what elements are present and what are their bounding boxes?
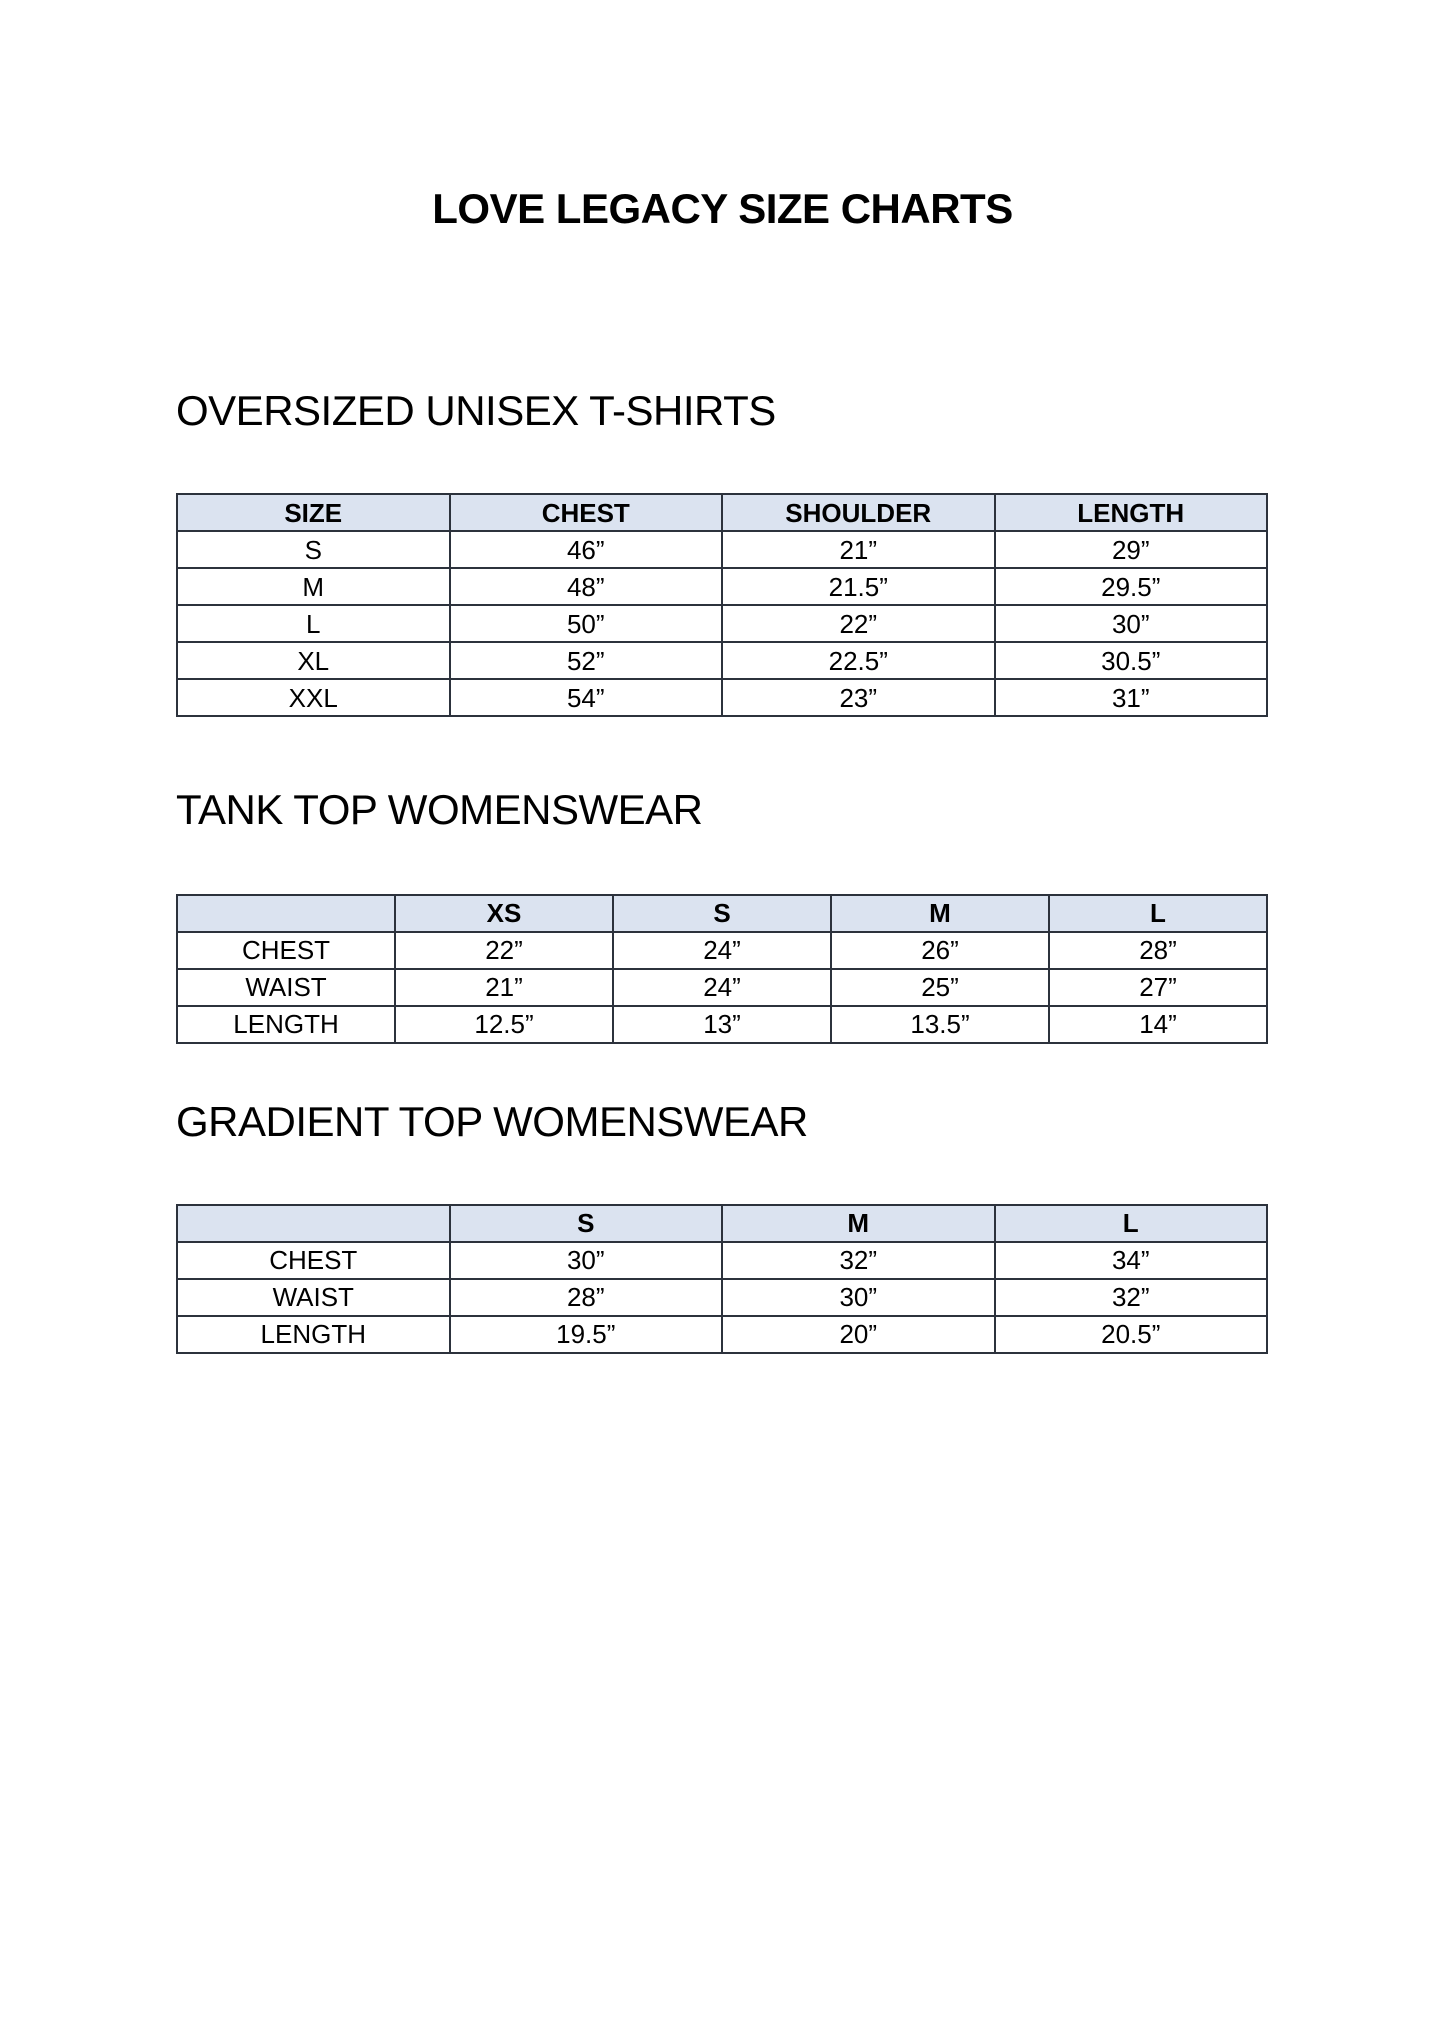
value-cell: 23” xyxy=(721,678,996,718)
section-heading-tank-top-womenswear: TANK TOP WOMENSWEAR xyxy=(176,786,703,834)
value-cell: 31” xyxy=(993,678,1268,718)
table-row: WAIST 28” 30” 32” xyxy=(176,1277,1268,1317)
row-label-cell: CHEST xyxy=(176,930,396,970)
value-cell: 30” xyxy=(721,1277,996,1317)
value-cell: 20” xyxy=(721,1314,996,1354)
value-cell: 14” xyxy=(1048,1004,1268,1044)
column-header-cell: M xyxy=(721,1203,996,1243)
column-header-cell: XS xyxy=(394,893,614,933)
value-cell: 29” xyxy=(993,530,1268,570)
value-cell: 52” xyxy=(448,641,723,681)
value-cell: 22.5” xyxy=(721,641,996,681)
column-header-cell: LENGTH xyxy=(993,493,1268,533)
value-cell: 13” xyxy=(612,1004,832,1044)
value-cell: 50” xyxy=(448,604,723,644)
row-label-cell: CHEST xyxy=(176,1240,451,1280)
value-cell: 28” xyxy=(448,1277,723,1317)
empty-corner-cell xyxy=(176,1203,451,1243)
size-table-tank-top-womenswear: XS S M L CHEST 22” 24” 26” 28” WAIST 21” 24” 25” 27” L… xyxy=(176,893,1268,1044)
value-cell: 27” xyxy=(1048,967,1268,1007)
value-cell: 25” xyxy=(830,967,1050,1007)
value-cell: 26” xyxy=(830,930,1050,970)
value-cell: 24” xyxy=(612,930,832,970)
row-label-cell: XL xyxy=(176,641,451,681)
column-header-cell: L xyxy=(993,1203,1268,1243)
value-cell: 19.5” xyxy=(448,1314,723,1354)
value-cell: 21.5” xyxy=(721,567,996,607)
size-table-gradient-top-womenswear: S M L CHEST 30” 32” 34” WAIST 28” 30” 32” LENGTH 19.… xyxy=(176,1203,1268,1354)
value-cell: 21” xyxy=(394,967,614,1007)
table-row: WAIST 21” 24” 25” 27” xyxy=(176,967,1268,1007)
column-header-cell: SHOULDER xyxy=(721,493,996,533)
row-label-cell: XXL xyxy=(176,678,451,718)
section-heading-oversized-unisex-tshirts: OVERSIZED UNISEX T-SHIRTS xyxy=(176,387,776,435)
value-cell: 32” xyxy=(993,1277,1268,1317)
value-cell: 13.5” xyxy=(830,1004,1050,1044)
section-tank-top-womenswear: TANK TOP WOMENSWEAR XS S M L CHEST 22” 24” 26” 2… xyxy=(0,786,1445,1044)
column-header-cell: S xyxy=(448,1203,723,1243)
value-cell: 34” xyxy=(993,1240,1268,1280)
column-header-cell: L xyxy=(1048,893,1268,933)
column-header-cell: M xyxy=(830,893,1050,933)
header-row: SIZE CHEST SHOULDER LENGTH xyxy=(176,493,1268,533)
table-row: CHEST 22” 24” 26” 28” xyxy=(176,930,1268,970)
value-cell: 30” xyxy=(993,604,1268,644)
value-cell: 28” xyxy=(1048,930,1268,970)
value-cell: 29.5” xyxy=(993,567,1268,607)
table-row: LENGTH 19.5” 20” 20.5” xyxy=(176,1314,1268,1354)
row-label-cell: LENGTH xyxy=(176,1314,451,1354)
size-table-oversized-unisex-tshirts: SIZE CHEST SHOULDER LENGTH S 46” 21” 29” M 48” 21.… xyxy=(176,493,1268,718)
value-cell: 21” xyxy=(721,530,996,570)
value-cell: 30.5” xyxy=(993,641,1268,681)
value-cell: 22” xyxy=(721,604,996,644)
value-cell: 46” xyxy=(448,530,723,570)
row-label-cell: L xyxy=(176,604,451,644)
value-cell: 54” xyxy=(448,678,723,718)
section-oversized-unisex-tshirts: OVERSIZED UNISEX T-SHIRTS SIZE CHEST SHOUL… xyxy=(0,387,1445,718)
row-label-cell: WAIST xyxy=(176,1277,451,1317)
value-cell: 24” xyxy=(612,967,832,1007)
table-row: M 48” 21.5” 29.5” xyxy=(176,567,1268,607)
value-cell: 12.5” xyxy=(394,1004,614,1044)
table-row: L 50” 22” 30” xyxy=(176,604,1268,644)
table-row: S 46” 21” 29” xyxy=(176,530,1268,570)
table-row: LENGTH 12.5” 13” 13.5” 14” xyxy=(176,1004,1268,1044)
row-label-cell: M xyxy=(176,567,451,607)
value-cell: 22” xyxy=(394,930,614,970)
value-cell: 32” xyxy=(721,1240,996,1280)
section-heading-gradient-top-womenswear: GRADIENT TOP WOMENSWEAR xyxy=(176,1097,808,1145)
page-title: LOVE LEGACY SIZE CHARTS xyxy=(432,185,1013,232)
value-cell: 30” xyxy=(448,1240,723,1280)
column-header-cell: S xyxy=(612,893,832,933)
row-label-cell: S xyxy=(176,530,451,570)
section-gradient-top-womenswear: GRADIENT TOP WOMENSWEAR S M L CHEST 30” 32” 34… xyxy=(0,1097,1445,1354)
row-label-cell: WAIST xyxy=(176,967,396,1007)
table-row: CHEST 30” 32” 34” xyxy=(176,1240,1268,1280)
value-cell: 48” xyxy=(448,567,723,607)
column-header-cell: SIZE xyxy=(176,493,451,533)
value-cell: 20.5” xyxy=(993,1314,1268,1354)
table-row: XL 52” 22.5” 30.5” xyxy=(176,641,1268,681)
header-row: XS S M L xyxy=(176,893,1268,933)
row-label-cell: LENGTH xyxy=(176,1004,396,1044)
empty-corner-cell xyxy=(176,893,396,933)
table-row: XXL 54” 23” 31” xyxy=(176,678,1268,718)
column-header-cell: CHEST xyxy=(448,493,723,533)
document-page: LOVE LEGACY SIZE CHARTS OVERSIZED UNISEX… xyxy=(0,185,1445,1354)
